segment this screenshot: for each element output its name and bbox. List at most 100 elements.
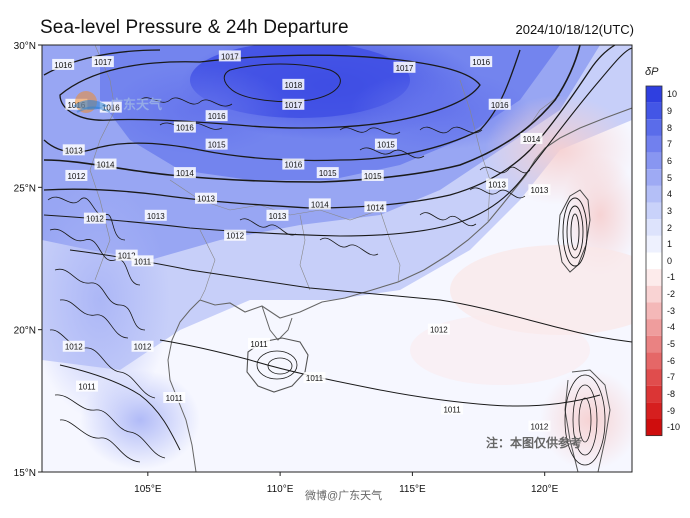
colorbar-tick-label: 0 — [667, 255, 673, 266]
map-frame — [41, 44, 633, 473]
svg-text:1016: 1016 — [54, 61, 72, 70]
isobar-label: 1016 — [282, 158, 305, 170]
colorbar-swatch — [646, 419, 662, 436]
isobar-label: 1016 — [173, 121, 196, 133]
isobar-label: 1013 — [486, 178, 509, 190]
colorbar-swatch — [646, 135, 662, 153]
isobar-label: 1015 — [361, 169, 384, 181]
colorbar-swatch — [646, 252, 662, 270]
colorbar-swatch — [646, 102, 662, 120]
isobar-label: 1017 — [218, 50, 241, 62]
logo-text: 广东天气 — [110, 97, 163, 112]
note-watermark: 注：本图仅供参考 — [486, 436, 583, 450]
svg-text:1012: 1012 — [65, 343, 83, 352]
svg-text:1012: 1012 — [134, 343, 152, 352]
colorbar-tick-label: 6 — [667, 155, 673, 166]
svg-text:1014: 1014 — [97, 161, 115, 170]
svg-text:1017: 1017 — [284, 101, 302, 110]
axis-ticks: 30°N 25°N 20°N 15°N 105°E 110°E 115°E 120°E — [14, 41, 559, 495]
isobar-label: 1013 — [266, 209, 289, 221]
isobar-label: 1012 — [528, 420, 551, 432]
lon-label: 110°E — [267, 484, 294, 495]
svg-text:1014: 1014 — [523, 135, 541, 144]
lon-label: 120°E — [531, 484, 559, 495]
isobar-label: 1014 — [520, 132, 543, 144]
isobar-label: 1016 — [470, 56, 493, 68]
isobar-label: 1011 — [303, 372, 326, 384]
isobar-labels: 1016 1017 1017 1018 1017 1017 1016 1016 1016 1016… — [52, 50, 551, 432]
logo-icon — [73, 91, 111, 113]
svg-text:1012: 1012 — [118, 252, 136, 261]
svg-text:1012: 1012 — [531, 422, 549, 431]
colorbar-tick-label: 2 — [667, 222, 673, 233]
lat-label: 20°N — [14, 326, 36, 337]
isobar-label: 1013 — [62, 144, 85, 156]
svg-text:1016: 1016 — [176, 124, 194, 133]
isobars — [43, 45, 632, 466]
weibo-watermark: 微博@广东天气 — [305, 490, 383, 502]
colorbar-tick-label: -4 — [667, 322, 676, 333]
isobar-label: 1014 — [94, 158, 117, 170]
colorbar-tick-label: -6 — [667, 355, 676, 366]
isobar-label: 1016 — [488, 98, 511, 110]
colorbar-tick-label: -1 — [667, 272, 676, 283]
colorbar — [645, 85, 663, 437]
colorbar-swatch — [646, 385, 662, 403]
isobar-label: 1011 — [75, 380, 98, 392]
colorbar-swatch — [646, 335, 662, 353]
colorbar-swatch — [646, 219, 662, 236]
colorbar-tick-label: -8 — [667, 389, 676, 400]
svg-text:1011: 1011 — [134, 257, 152, 266]
colorbar-swatch — [646, 269, 662, 286]
colorbar-swatch — [646, 86, 662, 103]
svg-text:1011: 1011 — [78, 383, 96, 392]
colorbar-tick-label: 8 — [667, 122, 673, 133]
svg-text:1012: 1012 — [86, 215, 104, 224]
colorbar-swatch — [646, 169, 662, 186]
colorbar-tick-label: 9 — [667, 105, 673, 116]
colorbar-frame — [645, 85, 663, 437]
isobar-label: 1012 — [65, 169, 88, 181]
colorbar-tick-label: -5 — [667, 339, 676, 350]
svg-text:1013: 1013 — [488, 180, 506, 189]
svg-text:1016: 1016 — [491, 101, 509, 110]
isobar-label: 1012 — [115, 249, 138, 261]
svg-text:1018: 1018 — [284, 81, 302, 90]
svg-text:1013: 1013 — [147, 212, 165, 221]
colorbar-tick-label: 4 — [667, 189, 673, 200]
isobar-label: 1016 — [99, 101, 122, 113]
colorbar-tick-label: -10 — [667, 422, 681, 433]
svg-text:1011: 1011 — [443, 405, 461, 414]
isobar-label: 1016 — [52, 58, 75, 70]
svg-text:1013: 1013 — [197, 195, 215, 204]
isobar-label: 1011 — [131, 255, 154, 267]
svg-text:1012: 1012 — [67, 172, 85, 181]
isobar-label: 1014 — [173, 167, 196, 179]
colorbar-tick-label: -9 — [667, 405, 676, 416]
colorbar-tick-label: 5 — [667, 172, 673, 183]
colorbar-swatch — [646, 302, 662, 320]
svg-text:1012: 1012 — [430, 326, 448, 335]
colorbar-tick-label: -3 — [667, 305, 676, 316]
svg-text:1011: 1011 — [250, 340, 268, 349]
isobar-label: 1017 — [91, 56, 114, 68]
lat-label: 30°N — [14, 41, 36, 52]
svg-text:1015: 1015 — [208, 141, 226, 150]
isobar-label: 1018 — [282, 78, 305, 90]
svg-text:1015: 1015 — [319, 169, 337, 178]
isobar-label: 1012 — [131, 340, 154, 352]
isobar-label: 1017 — [282, 98, 305, 110]
colorbar-tick-label: 3 — [667, 205, 673, 216]
lon-label: 115°E — [399, 484, 426, 495]
svg-text:1016: 1016 — [284, 161, 302, 170]
colorbar-tick-label: 1 — [667, 239, 673, 250]
isobar-label: 1013 — [528, 184, 551, 196]
colorbar-tick-label: -7 — [667, 372, 676, 383]
figure-title: Sea-level Pressure & 24h Departure — [40, 17, 349, 38]
colorbar-swatch — [646, 202, 662, 220]
isobar-label: 1013 — [195, 192, 218, 204]
isobar-label: 1013 — [144, 209, 167, 221]
colorbar-tick-label: 7 — [667, 139, 673, 150]
isobar-label: 1011 — [441, 403, 464, 415]
